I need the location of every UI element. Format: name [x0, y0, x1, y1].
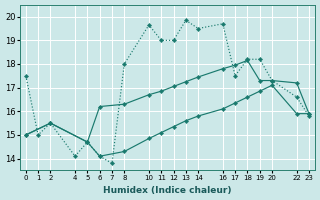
X-axis label: Humidex (Indice chaleur): Humidex (Indice chaleur): [103, 186, 232, 195]
